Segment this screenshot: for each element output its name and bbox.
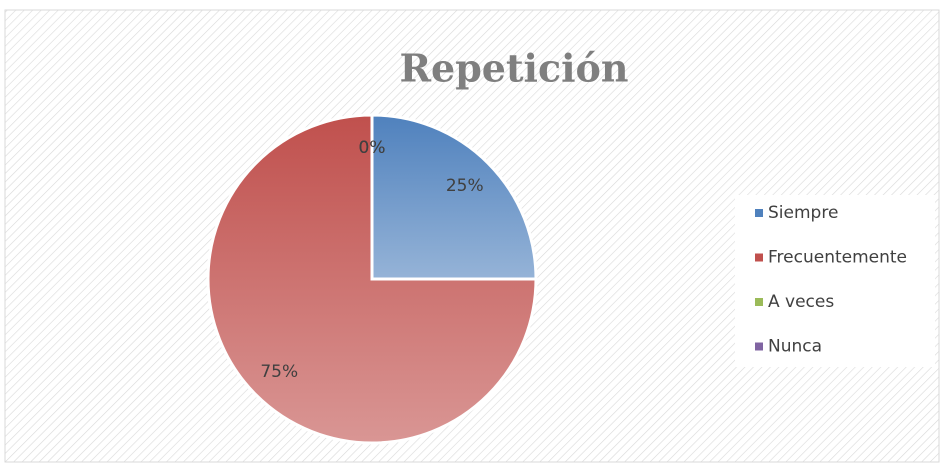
legend-swatch xyxy=(755,253,763,262)
legend-label: Siempre xyxy=(768,203,838,223)
legend-label: A veces xyxy=(768,292,834,312)
legend-swatch xyxy=(755,342,763,351)
pie-slice xyxy=(370,113,538,281)
legend-label: Frecuentemente xyxy=(768,248,907,268)
data-label: 25% xyxy=(446,176,484,196)
pie-slice xyxy=(206,113,538,445)
chart-title: Repetición xyxy=(399,46,628,91)
data-label: 75% xyxy=(260,362,298,382)
data-label: 0% xyxy=(359,138,386,158)
legend-swatch xyxy=(755,209,763,217)
legend-label: Nunca xyxy=(768,337,822,357)
legend-swatch xyxy=(755,298,763,306)
legend-box xyxy=(735,195,935,367)
